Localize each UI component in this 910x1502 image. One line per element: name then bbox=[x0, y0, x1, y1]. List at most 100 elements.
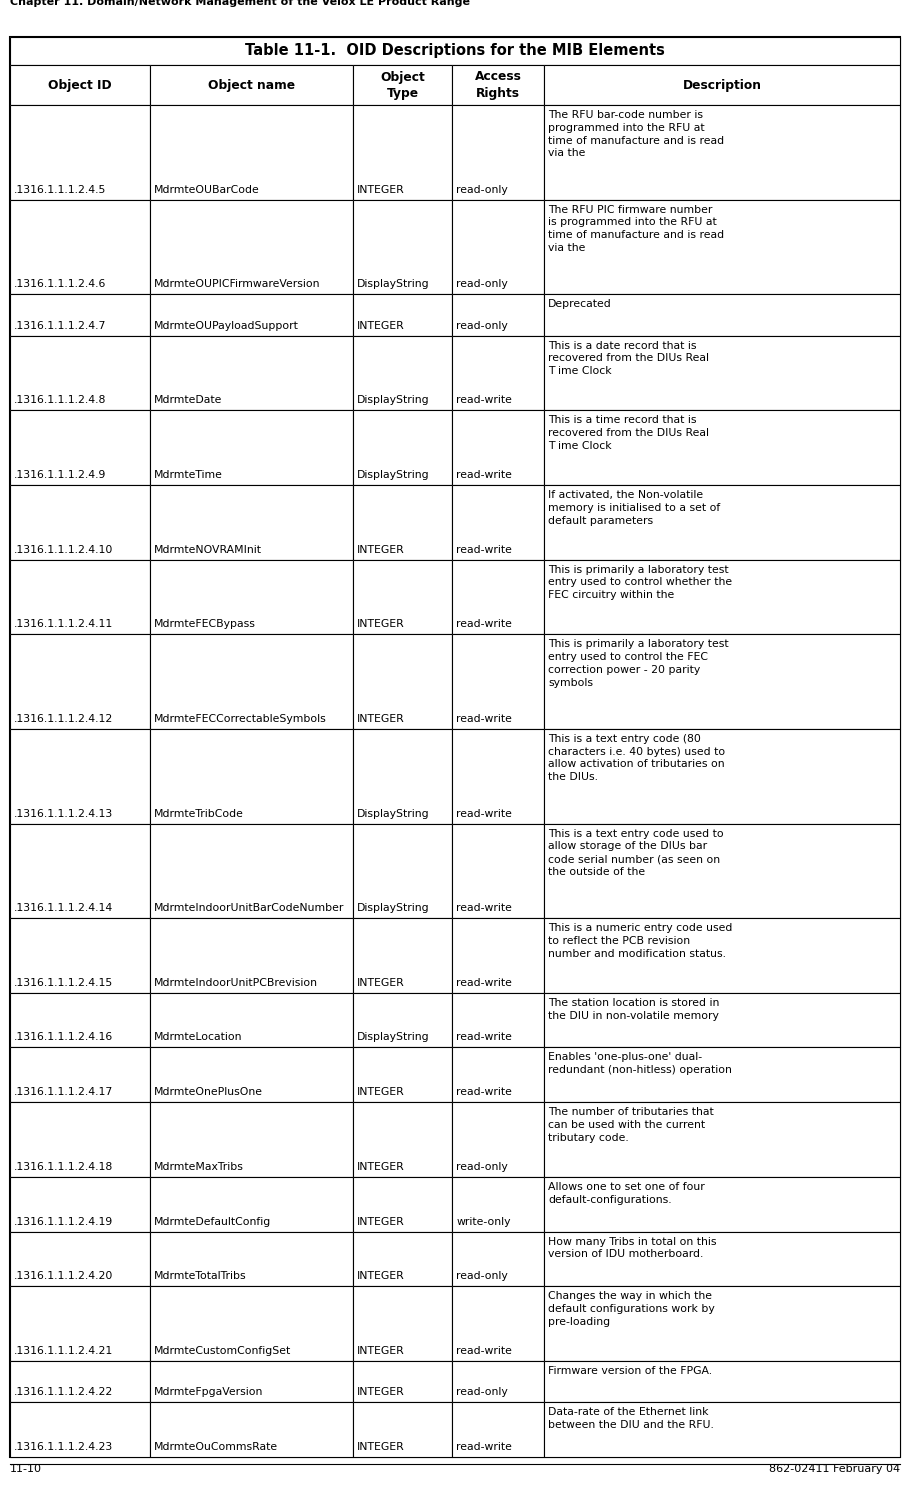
Bar bbox=[10, 728, 150, 823]
Bar bbox=[353, 634, 452, 728]
Bar bbox=[353, 1403, 452, 1457]
Bar bbox=[452, 105, 544, 200]
Bar bbox=[150, 1361, 353, 1403]
Text: MdrmteOuCommsRate: MdrmteOuCommsRate bbox=[154, 1442, 278, 1452]
Bar bbox=[10, 1232, 150, 1286]
Bar bbox=[544, 335, 900, 410]
Bar bbox=[544, 918, 900, 993]
Bar bbox=[452, 335, 544, 410]
Bar bbox=[452, 410, 544, 485]
Bar bbox=[353, 993, 452, 1047]
Bar bbox=[353, 560, 452, 634]
Text: .1316.1.1.1.2.4.5: .1316.1.1.1.2.4.5 bbox=[14, 185, 106, 195]
Bar bbox=[150, 294, 353, 335]
Text: This is a date record that is
recovered from the DIUs Real
T ime Clock: This is a date record that is recovered … bbox=[548, 341, 709, 376]
Bar bbox=[353, 1047, 452, 1102]
Text: DisplayString: DisplayString bbox=[357, 808, 430, 819]
Text: Deprecated: Deprecated bbox=[548, 299, 612, 309]
Text: INTEGER: INTEGER bbox=[357, 185, 404, 195]
Bar bbox=[150, 1102, 353, 1178]
Bar bbox=[544, 200, 900, 294]
Bar bbox=[544, 823, 900, 918]
Bar bbox=[544, 65, 900, 105]
Text: .1316.1.1.1.2.4.22: .1316.1.1.1.2.4.22 bbox=[14, 1388, 113, 1397]
Bar bbox=[544, 728, 900, 823]
Bar bbox=[10, 1403, 150, 1457]
Bar bbox=[353, 294, 452, 335]
Text: INTEGER: INTEGER bbox=[357, 1346, 404, 1356]
Bar bbox=[150, 1286, 353, 1361]
Bar bbox=[544, 335, 900, 410]
Bar bbox=[544, 634, 900, 728]
Bar bbox=[10, 1102, 150, 1178]
Text: MdrmteFpgaVersion: MdrmteFpgaVersion bbox=[154, 1388, 263, 1397]
Text: MdrmteIndoorUnitBarCodeNumber: MdrmteIndoorUnitBarCodeNumber bbox=[154, 903, 344, 913]
Text: Allows one to set one of four
default-configurations.: Allows one to set one of four default-co… bbox=[548, 1182, 704, 1205]
Text: DisplayString: DisplayString bbox=[357, 279, 430, 290]
Bar bbox=[150, 485, 353, 560]
Bar bbox=[452, 200, 544, 294]
Text: read-write: read-write bbox=[456, 1346, 512, 1356]
Bar bbox=[150, 634, 353, 728]
Text: Table 11-1.  OID Descriptions for the MIB Elements: Table 11-1. OID Descriptions for the MIB… bbox=[245, 44, 665, 59]
Bar bbox=[544, 1403, 900, 1457]
Bar bbox=[10, 65, 150, 105]
Bar bbox=[452, 560, 544, 634]
Bar bbox=[452, 823, 544, 918]
Text: Object
Type: Object Type bbox=[380, 71, 425, 99]
Text: read-write: read-write bbox=[456, 713, 512, 724]
Bar bbox=[353, 105, 452, 200]
Bar bbox=[544, 1232, 900, 1286]
Bar bbox=[353, 728, 452, 823]
Text: MdrmteOUBarCode: MdrmteOUBarCode bbox=[154, 185, 259, 195]
Bar bbox=[452, 1178, 544, 1232]
Text: Access
Rights: Access Rights bbox=[475, 71, 521, 99]
Bar bbox=[150, 200, 353, 294]
Text: write-only: write-only bbox=[456, 1217, 511, 1227]
Bar bbox=[10, 105, 150, 200]
Text: INTEGER: INTEGER bbox=[357, 619, 404, 629]
Bar bbox=[353, 294, 452, 335]
Text: This is a text entry code (80
characters i.e. 40 bytes) used to
allow activation: This is a text entry code (80 characters… bbox=[548, 734, 725, 783]
Bar bbox=[452, 335, 544, 410]
Bar bbox=[353, 65, 452, 105]
Bar bbox=[353, 410, 452, 485]
Bar bbox=[544, 200, 900, 294]
Bar bbox=[353, 200, 452, 294]
Bar bbox=[452, 728, 544, 823]
Text: .1316.1.1.1.2.4.7: .1316.1.1.1.2.4.7 bbox=[14, 320, 106, 330]
Bar bbox=[353, 1232, 452, 1286]
Text: read-write: read-write bbox=[456, 808, 512, 819]
Bar bbox=[353, 1102, 452, 1178]
Bar bbox=[544, 1178, 900, 1232]
Bar bbox=[10, 728, 150, 823]
Text: MdrmteOnePlusOne: MdrmteOnePlusOne bbox=[154, 1087, 263, 1096]
Bar bbox=[353, 918, 452, 993]
Bar bbox=[544, 485, 900, 560]
Bar bbox=[150, 918, 353, 993]
Bar bbox=[544, 1286, 900, 1361]
Bar bbox=[544, 410, 900, 485]
Bar bbox=[150, 294, 353, 335]
Bar bbox=[10, 918, 150, 993]
Bar bbox=[353, 993, 452, 1047]
Text: Object ID: Object ID bbox=[48, 78, 112, 92]
Bar bbox=[10, 1178, 150, 1232]
Bar bbox=[150, 918, 353, 993]
Text: Data-rate of the Ethernet link
between the DIU and the RFU.: Data-rate of the Ethernet link between t… bbox=[548, 1407, 713, 1430]
Bar bbox=[452, 560, 544, 634]
Bar bbox=[10, 634, 150, 728]
Bar bbox=[353, 485, 452, 560]
Bar bbox=[150, 105, 353, 200]
Text: read-only: read-only bbox=[456, 320, 508, 330]
Bar bbox=[10, 1403, 150, 1457]
Bar bbox=[452, 485, 544, 560]
Bar bbox=[150, 1178, 353, 1232]
Bar bbox=[544, 1102, 900, 1178]
Bar bbox=[544, 1286, 900, 1361]
Bar bbox=[10, 294, 150, 335]
Text: DisplayString: DisplayString bbox=[357, 470, 430, 481]
Bar bbox=[544, 1102, 900, 1178]
Bar bbox=[10, 335, 150, 410]
Bar bbox=[150, 1403, 353, 1457]
